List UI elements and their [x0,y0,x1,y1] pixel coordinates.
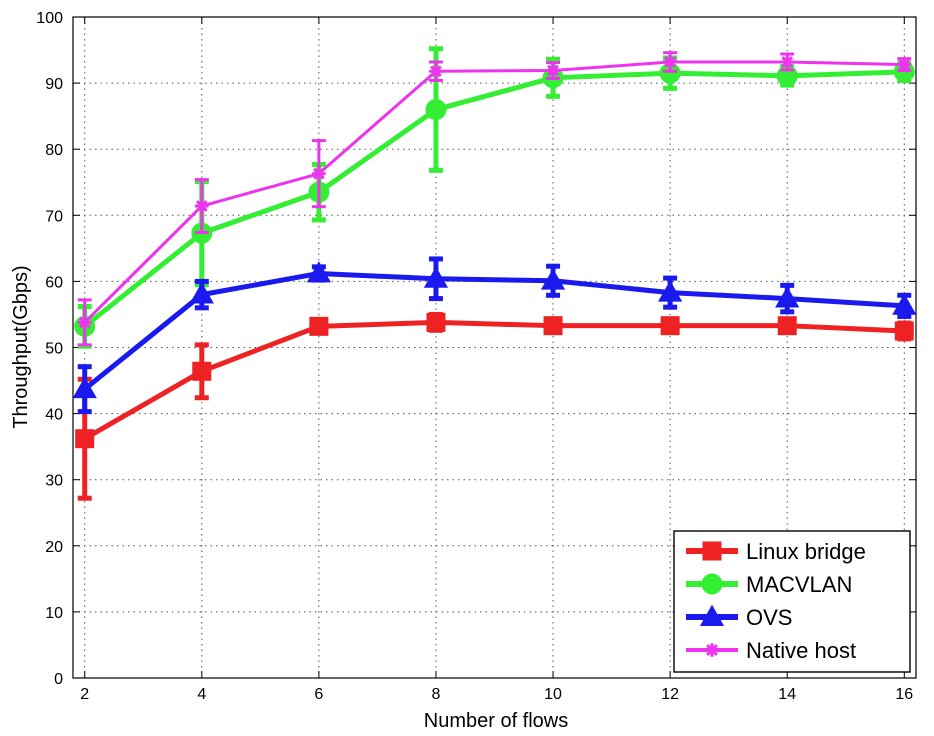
legend: Linux bridge MACVLAN OVS Native host [673,530,911,673]
triangle-marker [658,280,683,302]
star-marker-stroke [706,644,718,656]
y-axis-title: Throughput(Gbps) [10,265,32,428]
star-marker [663,55,677,69]
x-tick-label: 12 [661,686,679,703]
triangle-marker [189,282,214,304]
x-tick-label: 4 [197,686,206,703]
legend-label: MACVLAN [746,572,852,597]
legend-star-marker [705,643,719,657]
series-linux-bridge [75,311,914,501]
star-marker [77,315,92,330]
triangle-marker [892,293,917,315]
star-marker [194,199,209,213]
x-tick-label: 6 [314,686,323,703]
x-tick-label: 8 [432,686,441,703]
star-marker [897,57,912,72]
star-marker-stroke [898,58,911,71]
star-marker [429,64,443,79]
square-marker [894,321,914,341]
square-marker [777,316,797,336]
star-marker [312,166,326,181]
series-macvlan [74,46,915,349]
x-tick-label: 16 [895,686,913,703]
square-marker [660,316,680,336]
legend-circle-marker [701,573,723,595]
star-marker-stroke [313,167,325,180]
series-line [83,69,905,329]
square-marker [426,312,446,332]
star-marker-stroke [195,200,208,212]
series-line [83,60,905,324]
y-tick-label: 60 [45,274,63,291]
x-tick-label: 14 [778,686,796,703]
square-marker [192,361,212,381]
y-tick-label: 10 [45,605,63,622]
x-tick-label: 10 [544,686,562,703]
axes [72,16,917,679]
series-line [83,319,905,441]
x-tick-label: 2 [80,686,89,703]
series-ovs [72,256,917,415]
legend-label: OVS [746,605,792,630]
y-tick-label: 100 [36,10,63,27]
y-tick-label: 40 [45,407,63,424]
legend-square-marker [702,541,722,561]
star-marker [546,63,560,78]
legend-triangle-marker [699,604,725,626]
square-marker [75,429,95,449]
star-marker [780,55,795,69]
star-marker-stroke [78,316,91,329]
triangle-marker [72,376,97,399]
star-marker-stroke [547,64,559,77]
triangle-marker [423,266,449,288]
star-marker-stroke [664,56,676,68]
y-tick-label: 80 [45,142,63,159]
series-group [72,46,917,501]
y-tick-label: 0 [54,671,63,688]
series-native-host [77,51,912,347]
x-axis-title: Number of flows [424,710,569,732]
square-marker [543,316,563,336]
y-tick-label: 50 [45,341,63,358]
star-marker-stroke [430,65,442,78]
triangle-marker [306,261,331,283]
legend-label: Native host [746,638,856,663]
star-marker-stroke [781,56,794,68]
circle-marker [425,99,447,121]
legend-label: Linux bridge [746,539,866,564]
y-tick-label: 90 [45,76,63,93]
square-marker [309,316,329,336]
triangle-marker [775,286,800,308]
y-tick-label: 20 [45,539,63,556]
series-line [83,270,905,392]
y-tick-label: 30 [45,473,63,490]
y-tick-label: 70 [45,208,63,225]
tick-labels: 2 4 6 8 10 12 14 16 0 10 20 30 40 50 60 70 80 90 100 [36,10,913,703]
triangle-marker [540,268,566,290]
